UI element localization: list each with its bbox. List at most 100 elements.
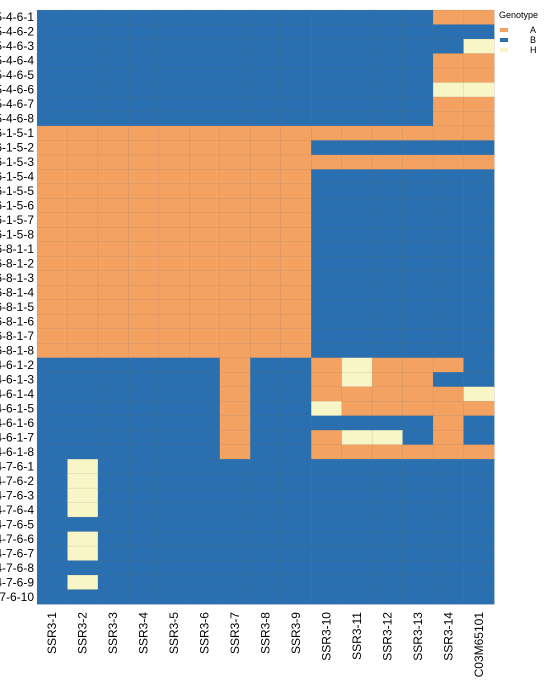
heatmap-cell — [158, 111, 190, 127]
heatmap-cell — [311, 516, 343, 533]
row-label: 5-4-6-2 — [0, 25, 34, 39]
heatmap-cell — [341, 357, 373, 373]
heatmap-cell — [250, 487, 282, 504]
heatmap-cell — [67, 9, 99, 26]
heatmap-cell — [97, 212, 130, 228]
heatmap-cell — [67, 314, 99, 330]
heatmap-cell — [463, 140, 495, 156]
heatmap-cell — [280, 256, 312, 272]
column-label: SSR3-1 — [45, 612, 59, 654]
heatmap-cell — [463, 589, 495, 605]
row-label: 14-7-6-8 — [0, 561, 34, 575]
heatmap-cell — [371, 545, 404, 562]
heatmap-cell — [67, 241, 99, 257]
heatmap-cell — [97, 24, 130, 40]
heatmap-cell — [189, 487, 221, 504]
heatmap-cell — [402, 487, 434, 504]
heatmap-cell — [128, 140, 160, 156]
heatmap-cell — [371, 285, 404, 301]
heatmap-cell — [97, 140, 130, 156]
heatmap-cell — [371, 357, 404, 373]
heatmap-cell — [402, 328, 434, 344]
heatmap-cell — [219, 371, 251, 388]
heatmap-cell — [158, 502, 190, 518]
heatmap-cell — [219, 386, 251, 402]
heatmap-cell — [36, 357, 69, 373]
heatmap-cell — [402, 502, 434, 518]
heatmap-cell — [219, 183, 251, 199]
heatmap-cell — [280, 371, 312, 388]
heatmap-cell — [67, 531, 99, 547]
heatmap-cell — [371, 343, 404, 359]
heatmap-cell — [463, 545, 495, 562]
heatmap-cell — [36, 371, 69, 388]
heatmap-cell — [250, 53, 282, 69]
heatmap-cell — [189, 154, 221, 170]
heatmap-cell — [219, 198, 251, 214]
heatmap-cell — [280, 444, 312, 460]
heatmap-cell — [219, 574, 251, 591]
heatmap-cell — [158, 270, 190, 286]
heatmap-cell — [341, 38, 373, 55]
heatmap-cell — [341, 386, 373, 402]
heatmap-cell — [432, 574, 465, 591]
heatmap-cell — [158, 53, 190, 69]
heatmap-cell — [402, 371, 434, 388]
heatmap-cell — [280, 169, 312, 185]
heatmap-cell — [341, 256, 373, 272]
heatmap-cell — [432, 357, 465, 373]
heatmap-cell — [189, 212, 221, 228]
heatmap-cell — [432, 487, 465, 504]
heatmap-cell — [371, 516, 404, 533]
heatmap-cell — [341, 328, 373, 344]
heatmap-cell — [402, 589, 434, 605]
heatmap-cell — [432, 400, 465, 417]
heatmap-cell — [311, 125, 343, 141]
heatmap-cell — [36, 400, 69, 417]
heatmap-cell — [97, 198, 130, 214]
heatmap-cell — [402, 212, 434, 228]
heatmap-cell — [463, 458, 495, 475]
heatmap-cell — [36, 96, 69, 113]
heatmap-cell — [219, 589, 251, 605]
heatmap-cell — [128, 371, 160, 388]
heatmap-cell — [250, 415, 282, 431]
heatmap-cell — [432, 458, 465, 475]
heatmap-cell — [97, 96, 130, 113]
heatmap-cell — [219, 38, 251, 55]
heatmap-cell — [67, 24, 99, 40]
heatmap-cell — [432, 111, 465, 127]
heatmap-cell — [128, 415, 160, 431]
heatmap-cell — [128, 198, 160, 214]
heatmap-cell — [128, 241, 160, 257]
heatmap-cell — [250, 24, 282, 40]
heatmap-cell — [219, 314, 251, 330]
row-label: 14-7-6-6 — [0, 532, 34, 546]
heatmap-cell — [371, 473, 404, 489]
heatmap-cell — [371, 169, 404, 185]
column-label: SSR3-10 — [319, 612, 333, 661]
heatmap-cell — [402, 473, 434, 489]
heatmap-cell — [402, 38, 434, 55]
heatmap-cell — [311, 198, 343, 214]
heatmap-cell — [311, 314, 343, 330]
heatmap-cell — [371, 299, 404, 315]
heatmap-cell — [402, 183, 434, 199]
heatmap-cell — [158, 386, 190, 402]
heatmap-cell — [97, 415, 130, 431]
heatmap-cell — [219, 169, 251, 185]
heatmap-cell — [219, 328, 251, 344]
heatmap-cell — [341, 140, 373, 156]
heatmap-cell — [67, 285, 99, 301]
heatmap-cell — [280, 502, 312, 518]
heatmap-cell — [36, 458, 69, 475]
heatmap-cell — [371, 67, 404, 84]
heatmap-cell — [128, 111, 160, 127]
heatmap-cell — [128, 357, 160, 373]
heatmap-cell — [36, 241, 69, 257]
heatmap-cell — [402, 111, 434, 127]
heatmap-cell — [189, 400, 221, 417]
heatmap-cell — [280, 154, 312, 170]
heatmap-cell — [250, 67, 282, 84]
heatmap-cell — [219, 473, 251, 489]
